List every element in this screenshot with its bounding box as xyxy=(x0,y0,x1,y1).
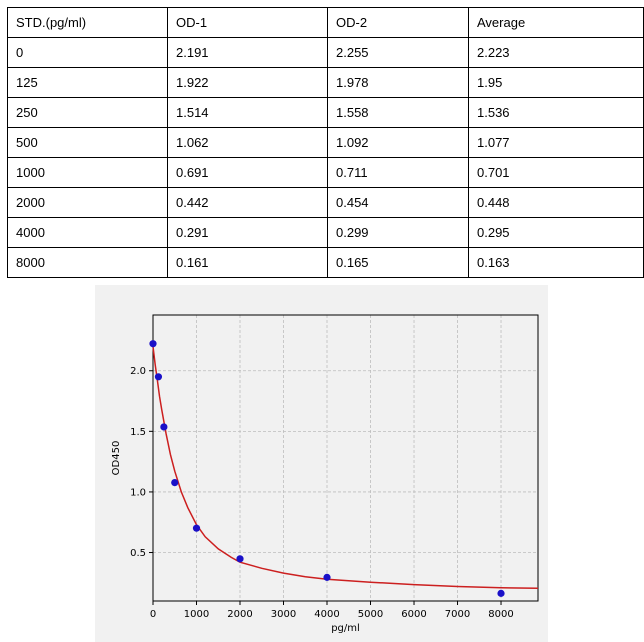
fit-curve xyxy=(152,346,539,590)
table-cell: 1.978 xyxy=(327,67,469,98)
table-cell: 1000 xyxy=(7,157,168,188)
data-point xyxy=(323,573,331,581)
header-od1: OD-1 xyxy=(167,7,328,38)
table-cell: 0 xyxy=(7,37,168,68)
table-cell: 0.701 xyxy=(468,157,644,188)
table-cell: 125 xyxy=(7,67,168,98)
table-cell: 1.922 xyxy=(167,67,328,98)
table-cell: 1.95 xyxy=(468,67,644,98)
y-tick-label: 1.5 xyxy=(130,427,146,438)
plot-frame xyxy=(152,314,539,602)
y-tick-label: 1.0 xyxy=(130,487,146,498)
y-axis-label: OD450 xyxy=(111,441,122,476)
table-cell: 0.454 xyxy=(327,187,469,218)
table-row: 250 1.514 1.558 1.536 xyxy=(7,97,644,128)
table-cell: 0.448 xyxy=(468,187,644,218)
x-axis-label: pg/ml xyxy=(331,623,360,634)
table-cell: 0.711 xyxy=(327,157,469,188)
table-row: 0 2.191 2.255 2.223 xyxy=(7,37,644,68)
table-cell: 1.077 xyxy=(468,127,644,158)
x-tick-label: 1000 xyxy=(184,609,209,620)
standard-curve-chart: 0 1000 2000 3000 4000 5000 6000 7000 8000 0.5 1.0 1… xyxy=(95,285,548,642)
table-header-row: STD.(pg/ml) OD-1 OD-2 Average xyxy=(7,7,644,38)
x-tick-label: 0 xyxy=(150,609,156,620)
header-od2: OD-2 xyxy=(327,7,469,38)
table-cell: 0.163 xyxy=(468,247,644,278)
data-point xyxy=(160,423,168,431)
table-cell: 500 xyxy=(7,127,168,158)
table-row: 1000 0.691 0.711 0.701 xyxy=(7,157,644,188)
point-layer xyxy=(149,340,505,597)
x-tick-label: 2000 xyxy=(227,609,252,620)
x-tick-label: 8000 xyxy=(488,609,513,620)
x-tick-label: 5000 xyxy=(358,609,383,620)
table-cell: 2.191 xyxy=(167,37,328,68)
table-row: 125 1.922 1.978 1.95 xyxy=(7,67,644,98)
data-point xyxy=(171,479,179,487)
standards-table-body: STD.(pg/ml) OD-1 OD-2 Average 0 2.191 2.25… xyxy=(7,7,644,278)
table-cell: 0.691 xyxy=(167,157,328,188)
data-point xyxy=(192,524,201,532)
table-row: 500 1.062 1.092 1.077 xyxy=(7,127,644,158)
data-point xyxy=(497,589,505,597)
table-cell: 4000 xyxy=(7,217,168,248)
table-cell: 1.536 xyxy=(468,97,644,128)
y-tick-label: 2.0 xyxy=(130,366,146,377)
table-cell: 1.092 xyxy=(327,127,469,158)
x-tick-label: 6000 xyxy=(401,609,426,620)
chart-svg: 0 1000 2000 3000 4000 5000 6000 7000 8000 0.5 1.0 1… xyxy=(111,314,539,634)
table-cell: 2.223 xyxy=(468,37,644,68)
data-point xyxy=(236,555,244,563)
tick-layer: 0 1000 2000 3000 4000 5000 6000 7000 8000 0.5 1.0 1… xyxy=(130,366,514,620)
data-point xyxy=(149,340,157,348)
table-cell: 0.165 xyxy=(327,247,469,278)
table-cell: 1.514 xyxy=(167,97,328,128)
x-tick-label: 4000 xyxy=(314,609,339,620)
x-tick-label: 3000 xyxy=(271,609,296,620)
table-row: 2000 0.442 0.454 0.448 xyxy=(7,187,644,218)
table-cell: 0.299 xyxy=(327,217,469,248)
grid-layer xyxy=(152,315,538,601)
table-row: 8000 0.161 0.165 0.163 xyxy=(7,247,644,278)
standards-table: STD.(pg/ml) OD-1 OD-2 Average 0 2.191 2.25… xyxy=(7,7,644,278)
table-row: 4000 0.291 0.299 0.295 xyxy=(7,217,644,248)
table-cell: 0.161 xyxy=(167,247,328,278)
table-cell: 8000 xyxy=(7,247,168,278)
x-tick-label: 7000 xyxy=(445,609,470,620)
table-cell: 2.255 xyxy=(327,37,469,68)
table-cell: 0.291 xyxy=(167,217,328,248)
table-cell: 0.442 xyxy=(167,187,328,218)
header-std: STD.(pg/ml) xyxy=(7,7,168,38)
table-cell: 250 xyxy=(7,97,168,128)
y-tick-label: 0.5 xyxy=(130,548,146,559)
table-cell: 1.558 xyxy=(327,97,469,128)
table-cell: 1.062 xyxy=(167,127,328,158)
header-average: Average xyxy=(468,7,644,38)
table-cell: 0.295 xyxy=(468,217,644,248)
data-point xyxy=(154,373,163,381)
table-cell: 2000 xyxy=(7,187,168,218)
